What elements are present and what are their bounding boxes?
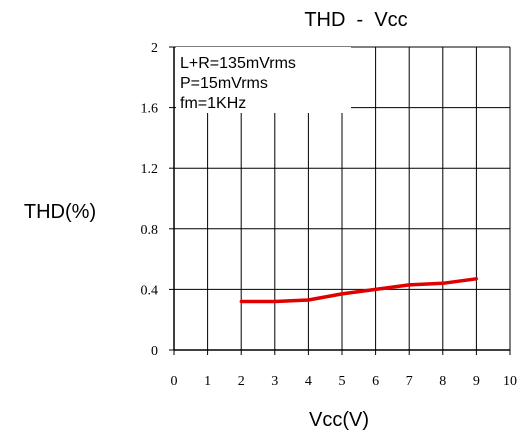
annotation-background — [176, 47, 351, 113]
x-tick-label: 6 — [372, 374, 379, 389]
x-tick-label: 8 — [439, 374, 446, 389]
x-tick-label: 0 — [171, 374, 178, 389]
x-tick-label: 7 — [406, 374, 413, 389]
data-point — [239, 299, 243, 304]
y-tick-label: 0 — [151, 344, 158, 359]
x-tick-label: 3 — [271, 374, 278, 389]
data-point — [340, 292, 344, 296]
y-tick-label: 1.2 — [141, 162, 159, 177]
axes — [169, 46, 511, 355]
chart-title: THD - Vcc — [304, 9, 407, 31]
annotation-line-2: P=15mVrms — [180, 75, 268, 92]
annotation-box: L+R=135mVrms P=15mVrms fm=1KHz — [176, 47, 351, 113]
x-tick-label: 9 — [473, 374, 480, 389]
y-axis-label: THD(%) — [24, 201, 96, 223]
data-point — [273, 299, 277, 304]
series-line — [241, 277, 477, 304]
tick-labels: 0 1 2 3 4 5 6 7 8 9 10 0 0.4 0.8 1.2 1.6 2 — [141, 41, 518, 389]
data-point — [407, 283, 411, 287]
data-point — [474, 277, 478, 281]
data-point — [306, 298, 310, 302]
x-tick-label: 10 — [503, 374, 517, 389]
x-tick-label: 2 — [238, 374, 245, 389]
annotation-line-3: fm=1KHz — [180, 95, 246, 112]
annotation-line-1: L+R=135mVrms — [180, 55, 296, 72]
y-tick-label: 1.6 — [141, 102, 159, 117]
data-point — [441, 281, 445, 285]
x-axis-label: Vcc(V) — [309, 409, 369, 431]
y-tick-label: 0.8 — [141, 223, 159, 238]
data-point — [374, 287, 378, 291]
y-tick-label: 2 — [151, 41, 158, 56]
x-tick-label: 1 — [204, 374, 211, 389]
x-tick-label: 5 — [339, 374, 346, 389]
data-series — [239, 277, 478, 304]
y-tick-label: 0.4 — [141, 283, 159, 298]
x-tick-label: 4 — [305, 374, 312, 389]
